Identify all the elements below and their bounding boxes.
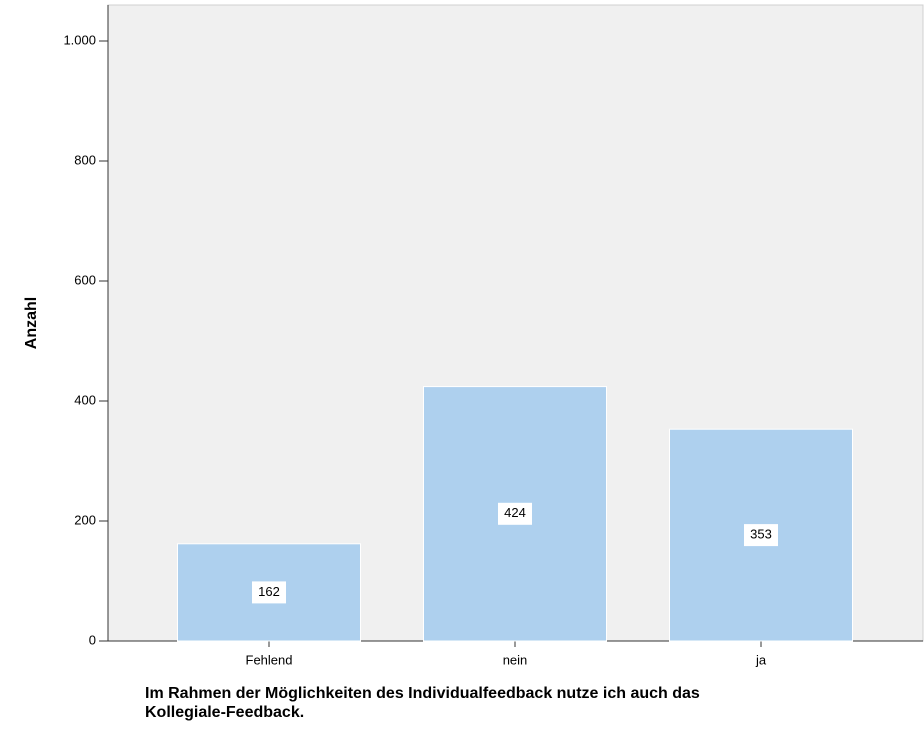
data-label-box: [252, 581, 286, 604]
y-tick-label: 800: [74, 152, 96, 167]
y-tick-label: 200: [74, 512, 96, 527]
data-label: 162: [258, 584, 280, 599]
y-tick-label: 600: [74, 272, 96, 287]
data-label-box: [744, 524, 778, 547]
data-label-box: [498, 502, 532, 525]
y-tick-label: 400: [74, 392, 96, 407]
y-axis-label: Anzahl: [23, 297, 40, 349]
x-tick-label: ja: [755, 652, 767, 667]
data-label: 424: [504, 505, 526, 520]
x-tick-label: Fehlend: [246, 652, 293, 667]
y-tick-label: 0: [89, 632, 96, 647]
y-tick-label: 1.000: [63, 32, 96, 47]
x-tick-label: nein: [503, 652, 528, 667]
x-axis-label: Im Rahmen der Möglichkeiten des Individu…: [145, 685, 700, 702]
data-label: 353: [750, 527, 772, 542]
x-axis-label: Kollegiale-Feedback.: [145, 704, 304, 721]
